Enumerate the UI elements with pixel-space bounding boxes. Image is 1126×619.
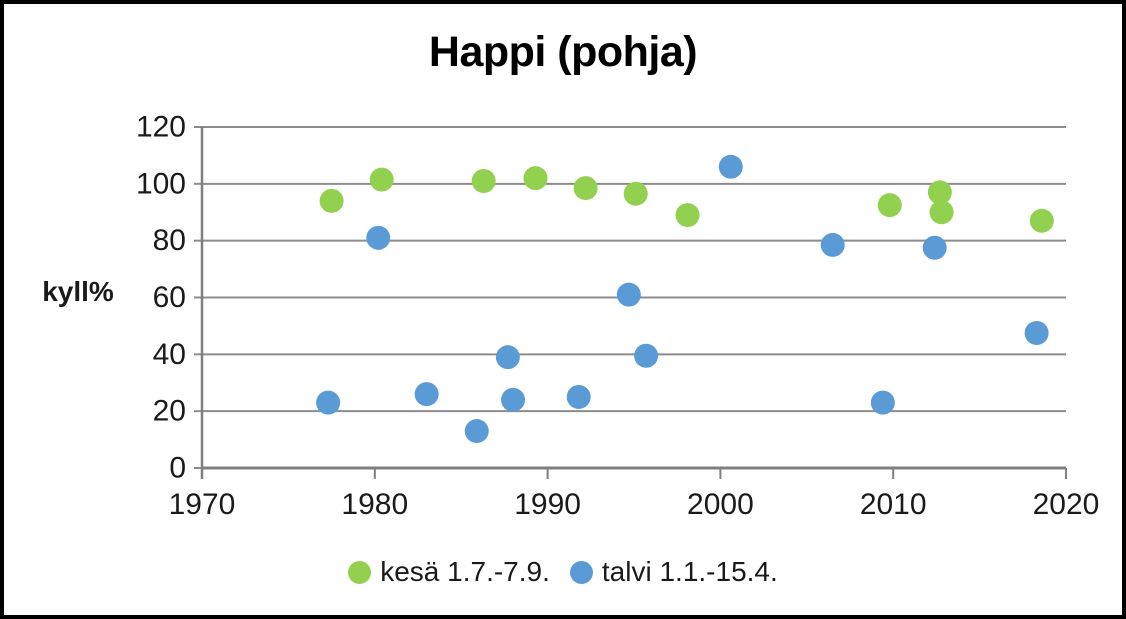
data-point-kesa [471, 168, 496, 193]
x-tick-label: 1990 [514, 488, 581, 521]
data-point-kesa [929, 200, 954, 225]
data-point-talvi [316, 390, 341, 415]
data-point-kesa [623, 181, 648, 206]
data-point-talvi [464, 419, 489, 444]
data-point-kesa [1029, 208, 1054, 233]
data-point-talvi [616, 282, 641, 307]
legend-item-talvi: talvi 1.1.-15.4. [569, 556, 778, 588]
data-point-kesa [573, 176, 598, 201]
y-tick-label: 100 [136, 167, 186, 200]
x-tick-label: 1970 [169, 488, 236, 521]
data-point-talvi [870, 390, 895, 415]
data-point-kesa [675, 203, 700, 228]
x-tick-label: 2020 [1033, 488, 1100, 521]
data-point-talvi [501, 387, 526, 412]
data-point-talvi [414, 382, 439, 407]
data-point-talvi [495, 345, 520, 370]
data-point-kesa [927, 180, 952, 205]
legend: kesä 1.7.-7.9. talvi 1.1.-15.4. [4, 556, 1122, 588]
y-tick-label: 40 [153, 338, 186, 371]
x-tick-label: 2000 [687, 488, 754, 521]
y-tick-label: 0 [169, 452, 186, 485]
legend-item-kesa: kesä 1.7.-7.9. [348, 556, 550, 588]
data-point-kesa [319, 188, 344, 213]
data-point-talvi [718, 154, 743, 179]
data-point-talvi [922, 235, 947, 260]
y-tick-label: 20 [153, 395, 186, 428]
y-tick-label: 60 [153, 281, 186, 314]
data-point-kesa [877, 193, 902, 218]
legend-label-kesa: kesä 1.7.-7.9. [380, 556, 550, 587]
talvi-series-marker-icon [569, 560, 593, 584]
x-tick-label: 1980 [341, 488, 408, 521]
x-tick-label: 2010 [860, 488, 927, 521]
data-point-talvi [820, 232, 845, 257]
data-point-talvi [634, 343, 659, 368]
data-point-kesa [369, 167, 394, 192]
y-axis-title: kyll% [42, 276, 114, 307]
plot-area: 0 20 40 60 80 100 120 1970 1980 1990 2000 2010 2020 [136, 111, 1100, 522]
data-point-talvi [366, 225, 391, 250]
data-point-kesa [523, 166, 548, 191]
data-point-talvi [1024, 321, 1049, 346]
y-tick-label: 80 [153, 224, 186, 257]
kesa-series-marker-icon [348, 560, 372, 584]
y-tick-label: 120 [136, 111, 186, 144]
data-point-talvi [566, 384, 591, 409]
chart-title: Happi (pohja) [428, 28, 698, 76]
legend-label-talvi: talvi 1.1.-15.4. [601, 556, 778, 587]
